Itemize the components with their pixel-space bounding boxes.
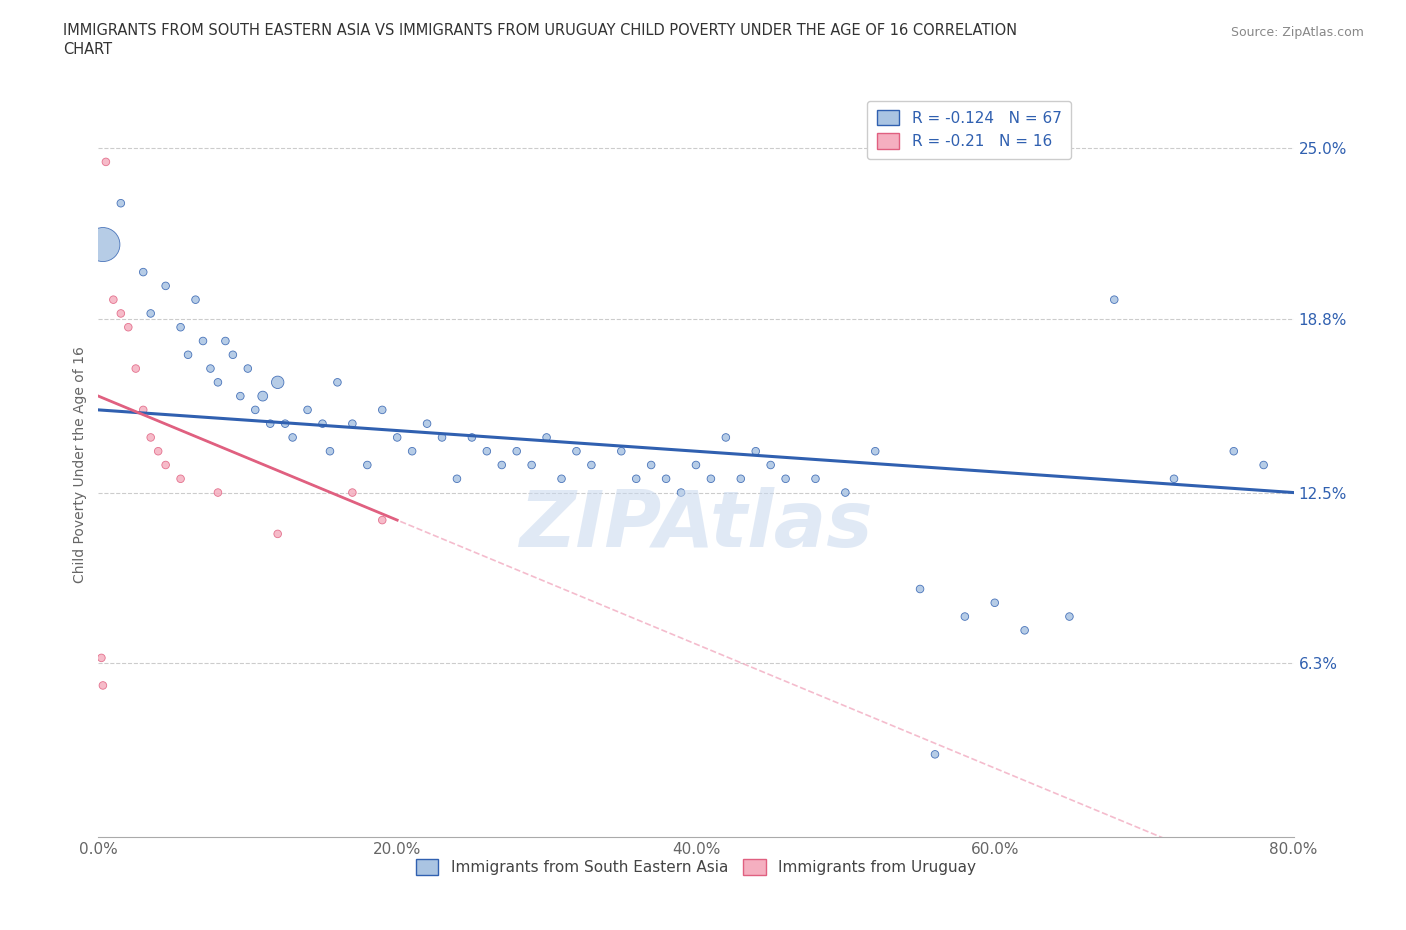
Point bbox=[953, 609, 976, 624]
Point bbox=[207, 485, 229, 500]
Point bbox=[924, 747, 946, 762]
Point bbox=[430, 430, 453, 445]
Point bbox=[94, 154, 117, 169]
Point bbox=[565, 444, 588, 458]
Point bbox=[626, 472, 648, 486]
Point bbox=[1059, 609, 1081, 624]
Text: ZIPAtlas: ZIPAtlas bbox=[519, 486, 873, 563]
Point bbox=[775, 472, 797, 486]
Point bbox=[984, 595, 1007, 610]
Point bbox=[1163, 472, 1185, 486]
Point bbox=[200, 361, 222, 376]
Point bbox=[714, 430, 737, 445]
Point bbox=[401, 444, 423, 458]
Point bbox=[222, 347, 245, 362]
Point bbox=[214, 334, 236, 349]
Point bbox=[1223, 444, 1246, 458]
Point bbox=[520, 458, 543, 472]
Point bbox=[91, 237, 114, 252]
Point bbox=[319, 444, 342, 458]
Point bbox=[297, 403, 319, 418]
Point bbox=[252, 389, 274, 404]
Point bbox=[155, 278, 177, 293]
Point bbox=[132, 265, 155, 280]
Text: CHART: CHART bbox=[63, 42, 112, 57]
Point bbox=[356, 458, 378, 472]
Point bbox=[759, 458, 782, 472]
Point bbox=[834, 485, 856, 500]
Point bbox=[581, 458, 603, 472]
Point bbox=[177, 347, 200, 362]
Point bbox=[125, 361, 148, 376]
Point bbox=[385, 430, 409, 445]
Text: IMMIGRANTS FROM SOUTH EASTERN ASIA VS IMMIGRANTS FROM URUGUAY CHILD POVERTY UNDE: IMMIGRANTS FROM SOUTH EASTERN ASIA VS IM… bbox=[63, 23, 1018, 38]
Point bbox=[148, 444, 170, 458]
Point bbox=[730, 472, 752, 486]
Point bbox=[610, 444, 633, 458]
Point bbox=[169, 472, 191, 486]
Point bbox=[342, 417, 364, 432]
Point bbox=[446, 472, 468, 486]
Point bbox=[745, 444, 768, 458]
Point bbox=[908, 581, 931, 596]
Point bbox=[506, 444, 529, 458]
Point bbox=[103, 292, 125, 307]
Point bbox=[191, 334, 214, 349]
Text: Source: ZipAtlas.com: Source: ZipAtlas.com bbox=[1230, 26, 1364, 39]
Point bbox=[669, 485, 692, 500]
Point bbox=[267, 526, 290, 541]
Point bbox=[281, 430, 304, 445]
Point bbox=[700, 472, 723, 486]
Point bbox=[236, 361, 259, 376]
Point bbox=[245, 403, 267, 418]
Point bbox=[267, 375, 290, 390]
Point bbox=[274, 417, 297, 432]
Legend: Immigrants from South Eastern Asia, Immigrants from Uruguay: Immigrants from South Eastern Asia, Immi… bbox=[409, 853, 983, 882]
Point bbox=[475, 444, 498, 458]
Point bbox=[1014, 623, 1036, 638]
Point bbox=[865, 444, 887, 458]
Point bbox=[371, 403, 394, 418]
Point bbox=[416, 417, 439, 432]
Point bbox=[371, 512, 394, 527]
Point bbox=[110, 306, 132, 321]
Point bbox=[259, 417, 281, 432]
Point bbox=[550, 472, 572, 486]
Point bbox=[169, 320, 191, 335]
Point bbox=[640, 458, 662, 472]
Point bbox=[491, 458, 513, 472]
Point bbox=[110, 196, 132, 211]
Point bbox=[155, 458, 177, 472]
Point bbox=[536, 430, 558, 445]
Point bbox=[139, 306, 162, 321]
Point bbox=[461, 430, 484, 445]
Point bbox=[132, 403, 155, 418]
Point bbox=[326, 375, 349, 390]
Y-axis label: Child Poverty Under the Age of 16: Child Poverty Under the Age of 16 bbox=[73, 347, 87, 583]
Point bbox=[184, 292, 207, 307]
Point bbox=[804, 472, 827, 486]
Point bbox=[229, 389, 252, 404]
Point bbox=[1104, 292, 1126, 307]
Point bbox=[139, 430, 162, 445]
Point bbox=[1253, 458, 1275, 472]
Point bbox=[117, 320, 139, 335]
Point bbox=[342, 485, 364, 500]
Point bbox=[311, 417, 333, 432]
Point bbox=[685, 458, 707, 472]
Point bbox=[91, 678, 114, 693]
Point bbox=[655, 472, 678, 486]
Point bbox=[207, 375, 229, 390]
Point bbox=[90, 650, 112, 665]
